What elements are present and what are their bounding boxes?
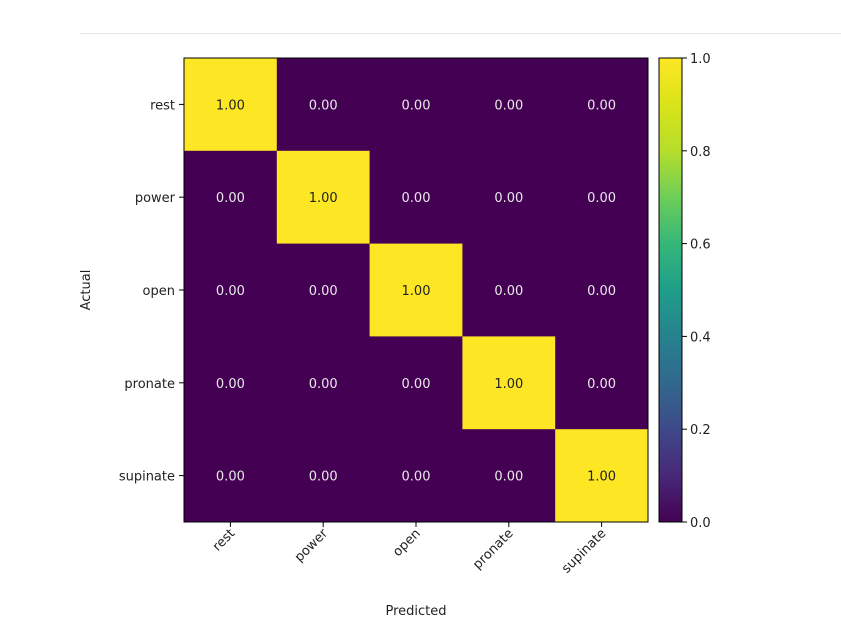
heatmap-cell — [462, 243, 556, 337]
cell-value-label: 1.00 — [402, 284, 431, 299]
colorbar-tick-label: 0.6 — [690, 238, 711, 253]
cell-value-label: 0.00 — [587, 377, 616, 392]
cell-value-label: 0.00 — [402, 377, 431, 392]
cell-value-label: 0.00 — [494, 98, 523, 113]
colorbar-gradient — [658, 57, 683, 523]
cell-value-label: 0.00 — [309, 377, 338, 392]
heatmap-cell — [462, 429, 556, 523]
x-tick-label: rest — [210, 526, 238, 554]
heatmap-cell — [276, 243, 371, 337]
heatmap-cells — [184, 58, 649, 523]
cell-value-label: 0.00 — [402, 98, 431, 113]
heatmap-cell — [184, 58, 278, 152]
colorbar-tick-label: 0.2 — [690, 423, 711, 438]
x-tick-label: open — [390, 526, 424, 560]
x-tick-label: power — [292, 526, 331, 565]
heatmap-cell — [184, 336, 278, 430]
cell-value-label: 0.00 — [309, 98, 338, 113]
heatmap-cell — [555, 429, 649, 523]
y-tick-label: rest — [150, 98, 175, 113]
colorbar: 0.0 0.2 0.4 0.6 0.8 1.0 — [658, 52, 711, 531]
heatmap-cell — [184, 243, 278, 337]
heatmap-cell — [555, 243, 649, 337]
x-axis: rest power open pronate supinate — [210, 522, 609, 577]
cell-value-label: 0.00 — [216, 284, 245, 299]
cell-value-label: 0.00 — [216, 470, 245, 485]
y-tick-label: open — [143, 284, 175, 299]
cell-value-label: 1.00 — [587, 470, 616, 485]
cell-value-label: 0.00 — [494, 284, 523, 299]
heatmap-cell — [184, 150, 278, 245]
heatmap-cell — [369, 150, 463, 245]
x-tick-label: pronate — [470, 526, 516, 572]
cell-value-label: 0.00 — [309, 470, 338, 485]
x-tick-label: supinate — [559, 526, 609, 576]
heatmap-cell — [276, 336, 371, 430]
heatmap-cell — [462, 150, 556, 245]
heatmap-cell — [462, 58, 556, 152]
heatmap-cell — [555, 150, 649, 245]
cell-value-label: 0.00 — [494, 191, 523, 206]
colorbar-tick-label: 0.8 — [690, 145, 711, 160]
cell-value-label: 0.00 — [216, 377, 245, 392]
heatmap-cell — [369, 429, 463, 523]
heatmap-cell — [184, 429, 278, 523]
heatmap-cell — [276, 58, 371, 152]
cell-value-label: 1.00 — [216, 98, 245, 113]
cell-value-label: 0.00 — [402, 470, 431, 485]
heatmap-cell — [369, 243, 463, 337]
cell-value-label: 0.00 — [309, 284, 338, 299]
cell-value-label: 0.00 — [587, 191, 616, 206]
heatmap-cell-labels: 1.00 0.00 0.00 0.00 0.00 0.00 1.00 0.00 0.00 0.00… — [216, 98, 616, 484]
heatmap-cell — [276, 150, 371, 245]
cell-value-label: 0.00 — [402, 191, 431, 206]
cell-value-label: 0.00 — [494, 470, 523, 485]
heatmap-cell — [369, 58, 463, 152]
heatmap-cell — [555, 58, 649, 152]
cell-value-label: 0.00 — [216, 191, 245, 206]
colorbar-tick-label: 0.0 — [690, 516, 711, 531]
cell-value-label: 1.00 — [309, 191, 338, 206]
colorbar-tick-label: 0.4 — [690, 330, 711, 345]
y-tick-label: supinate — [119, 470, 175, 485]
cell-value-label: 0.00 — [587, 98, 616, 113]
y-axis: rest power open pronate supinate — [119, 98, 184, 485]
cell-value-label: 1.00 — [494, 377, 523, 392]
colorbar-tick-label: 1.0 — [690, 52, 711, 67]
cell-value-label: 0.00 — [587, 284, 616, 299]
heatmap-cell — [276, 429, 371, 523]
y-axis-label: Actual — [79, 270, 94, 311]
top-divider — [80, 33, 841, 34]
y-tick-label: power — [135, 191, 176, 206]
heatmap-cell — [369, 336, 463, 430]
y-tick-label: pronate — [124, 377, 175, 392]
heatmap-cell — [555, 336, 649, 430]
heatmap-cell — [462, 336, 556, 430]
x-axis-label: Predicted — [385, 604, 446, 619]
